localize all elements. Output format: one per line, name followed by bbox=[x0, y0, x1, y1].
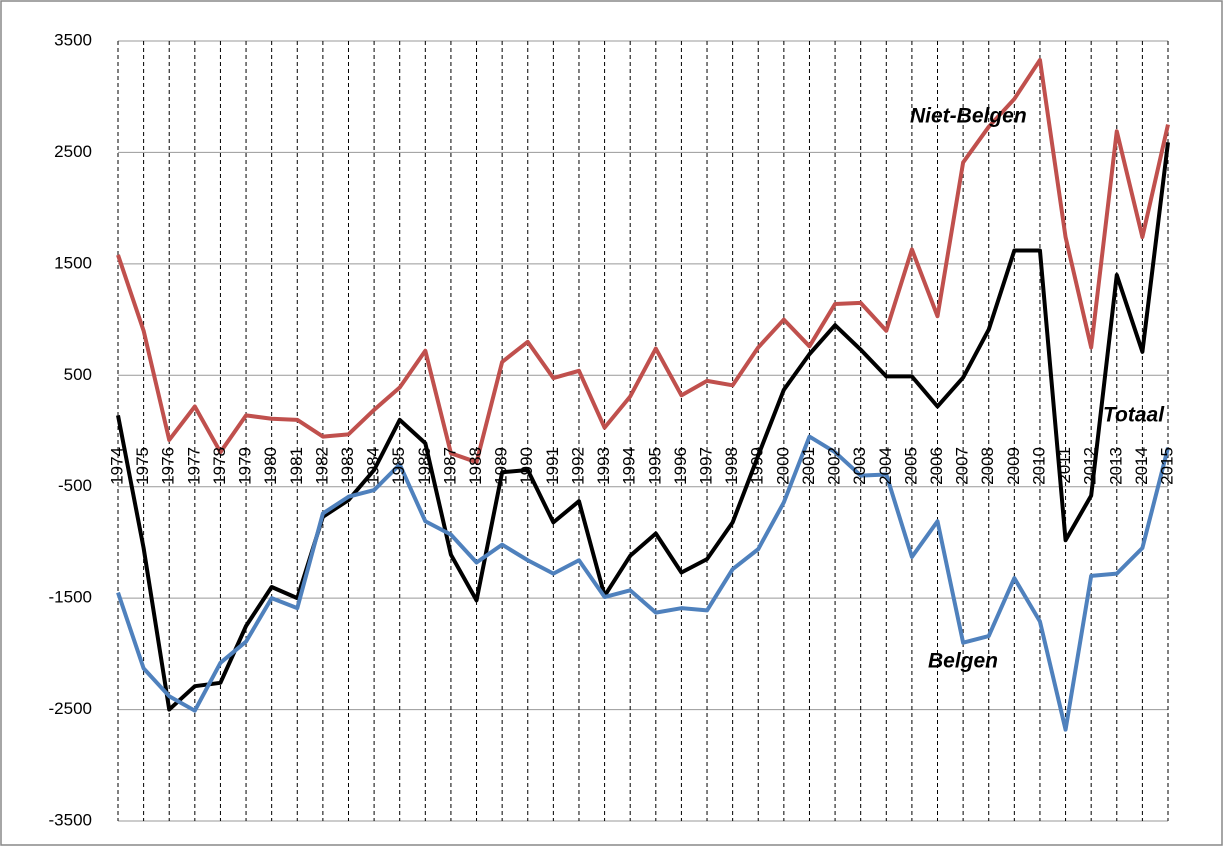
x-tick-label: 1977 bbox=[184, 447, 203, 485]
x-tick-label: 1982 bbox=[312, 447, 331, 485]
y-tick-label: -3500 bbox=[49, 810, 92, 829]
x-tick-label: 1987 bbox=[440, 447, 459, 485]
y-tick-label: 2500 bbox=[54, 142, 92, 161]
series-label: Belgen bbox=[928, 650, 998, 673]
x-tick-label: 2011 bbox=[1055, 447, 1074, 484]
x-tick-label: 1997 bbox=[697, 447, 716, 485]
y-tick-label: -1500 bbox=[49, 588, 92, 607]
x-tick-label: 1995 bbox=[645, 447, 664, 485]
x-tick-label: 1996 bbox=[671, 447, 690, 485]
x-tick-label: 2000 bbox=[773, 447, 792, 485]
x-tick-label: 2010 bbox=[1029, 447, 1048, 485]
x-tick-label: 2008 bbox=[978, 447, 997, 485]
x-tick-label: 1979 bbox=[236, 447, 255, 485]
x-tick-label: 1994 bbox=[620, 447, 639, 485]
x-tick-label: 1990 bbox=[517, 447, 536, 485]
x-tick-label: 2013 bbox=[1106, 447, 1125, 485]
x-tick-label: 2002 bbox=[825, 447, 844, 485]
x-tick-label: 2003 bbox=[850, 447, 869, 485]
x-tick-label: 2006 bbox=[927, 447, 946, 485]
x-tick-label: 1984 bbox=[364, 447, 383, 485]
x-tick-label: 2014 bbox=[1132, 447, 1151, 485]
series-line bbox=[116, 142, 1170, 712]
series-label: Totaal bbox=[1103, 404, 1165, 427]
x-tick-label: 1993 bbox=[594, 447, 613, 485]
series-line bbox=[116, 57, 1170, 465]
x-tick-label: 1974 bbox=[107, 447, 126, 485]
x-tick-label: 1981 bbox=[287, 447, 306, 485]
x-tick-label: 2004 bbox=[876, 447, 895, 485]
x-tick-label: 1985 bbox=[389, 447, 408, 485]
y-tick-label: -500 bbox=[58, 476, 92, 495]
x-tick-label: 1989 bbox=[492, 447, 511, 485]
x-tick-label: 1980 bbox=[261, 447, 280, 485]
series-line bbox=[116, 434, 1170, 732]
x-tick-label: 2015 bbox=[1157, 447, 1176, 485]
x-tick-label: 2007 bbox=[953, 447, 972, 485]
y-tick-label: 3500 bbox=[54, 30, 92, 49]
x-tick-label: 1976 bbox=[159, 447, 178, 485]
x-tick-label: 2001 bbox=[799, 447, 818, 485]
x-tick-label: 1975 bbox=[133, 447, 152, 485]
x-tick-label: 2009 bbox=[1004, 447, 1023, 485]
x-tick-label: 1986 bbox=[415, 447, 434, 485]
x-tick-label: 1988 bbox=[466, 447, 485, 485]
x-tick-label: 1998 bbox=[722, 447, 741, 485]
x-tick-label: 1992 bbox=[568, 447, 587, 485]
series-label: Niet-Belgen bbox=[910, 105, 1027, 128]
x-tick-label: 1983 bbox=[338, 447, 357, 485]
x-tick-label: 1991 bbox=[543, 447, 562, 485]
x-tick-label: 1999 bbox=[748, 447, 767, 485]
y-tick-label: -2500 bbox=[49, 699, 92, 718]
x-tick-label: 2005 bbox=[901, 447, 920, 485]
y-tick-label: 500 bbox=[64, 365, 92, 384]
x-tick-label: 1978 bbox=[210, 447, 229, 485]
x-tick-label: 2012 bbox=[1081, 447, 1100, 485]
y-tick-label: 1500 bbox=[54, 253, 92, 272]
